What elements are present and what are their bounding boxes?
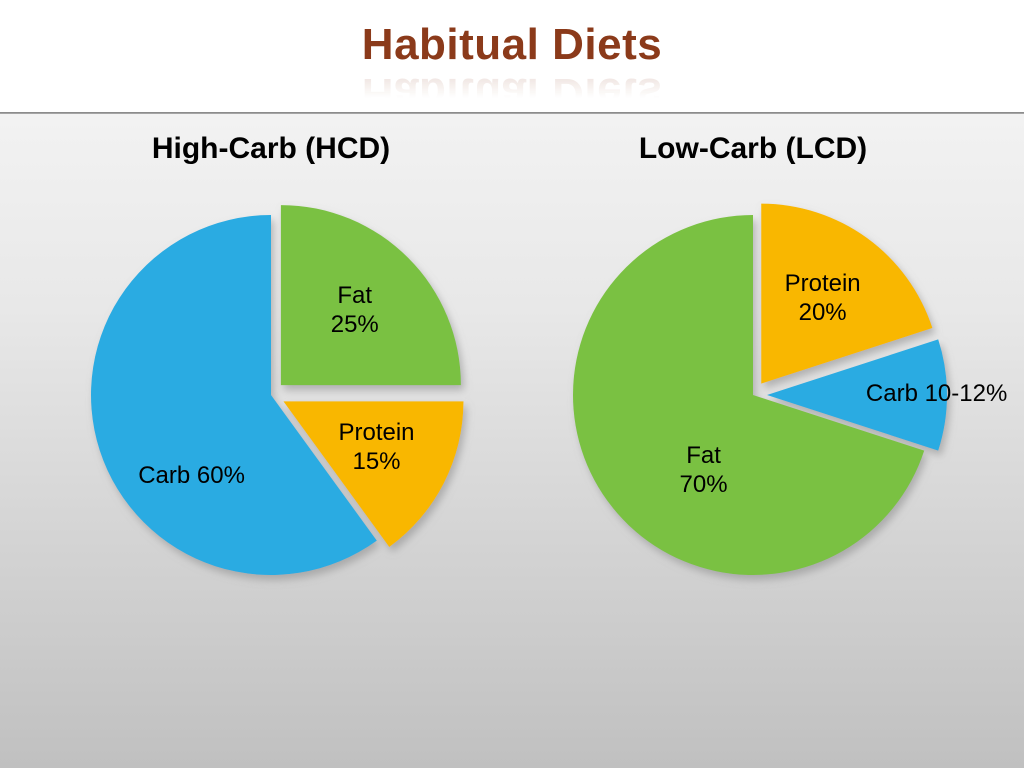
title-area: Habitual Diets Habitual Diets: [0, 0, 1024, 112]
slide-title: Habitual Diets: [0, 20, 1024, 70]
label-fat: Fat 25%: [331, 282, 379, 340]
label-protein: Protein 15%: [338, 419, 414, 477]
chart-hcd: High-Carb (HCD) Fat 25% Protein 15% Carb 6…: [36, 132, 506, 605]
pie-lcd: Protein 20%Carb 10-12%Fat 70%: [543, 185, 963, 605]
slide-title-reflection: Habitual Diets: [0, 68, 1024, 118]
label-protein: Protein 20%: [785, 270, 861, 328]
chart-lcd-title: Low-Carb (LCD): [639, 132, 867, 167]
label-carb: Carb 60%: [138, 462, 245, 491]
slide: Habitual Diets Habitual Diets High-Carb …: [0, 0, 1024, 768]
label-carb: Carb 10-12%: [866, 380, 1007, 409]
pie-hcd: Fat 25% Protein 15% Carb 60%: [61, 185, 481, 605]
charts-row: High-Carb (HCD) Fat 25% Protein 15% Carb 6…: [0, 114, 1024, 605]
chart-lcd: Low-Carb (LCD) Protein 20%Carb 10-12%Fat…: [518, 132, 988, 605]
chart-hcd-title: High-Carb (HCD): [152, 132, 390, 167]
label-fat: Fat 70%: [680, 442, 728, 500]
